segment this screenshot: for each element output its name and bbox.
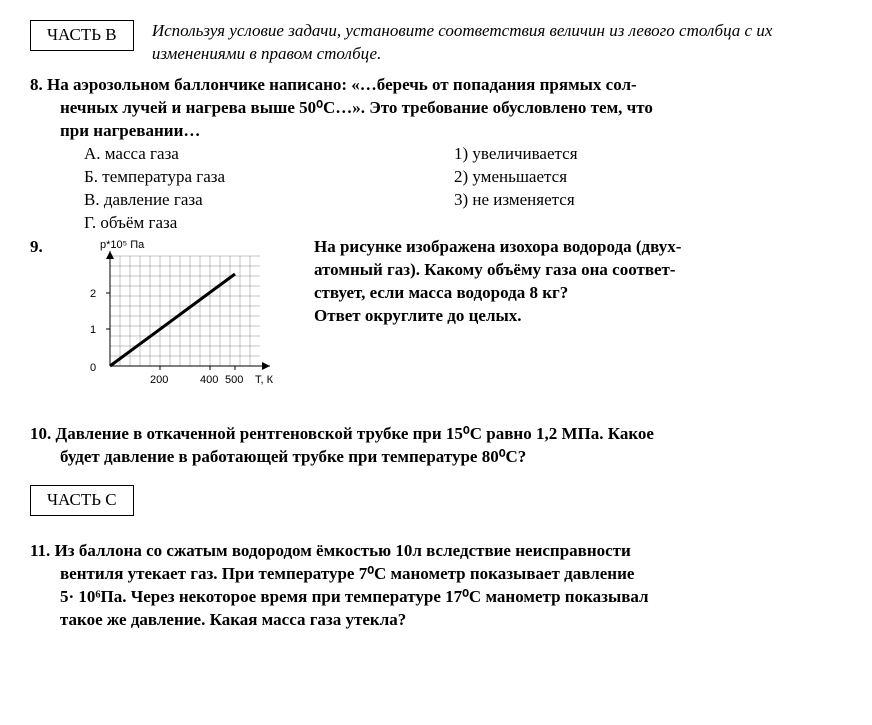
q11-line2: вентиля утекает газ. При температуре 7⁰С… xyxy=(30,563,842,586)
q11-line1: Из баллона со сжатым водородом ёмкостью … xyxy=(55,541,631,560)
q9-line3: ствует, если масса водорода 8 кг? xyxy=(314,282,842,305)
q8-line3: при нагревании… xyxy=(30,120,842,143)
q9-line2: атомный газ). Какому объёму газа она соо… xyxy=(314,259,842,282)
chart-x-label: T, К xyxy=(255,374,274,386)
part-b-label: ЧАСТЬ В xyxy=(30,20,134,51)
q8-ans-3: 3) не изменяется xyxy=(454,189,842,212)
q8-opt-c: В. давление газа xyxy=(84,189,454,212)
q10-number: 10. xyxy=(30,424,51,443)
chart-y-label: р*10⁵ Па xyxy=(100,239,145,251)
part-c-header: ЧАСТЬ С xyxy=(30,485,842,516)
y-arrow-icon xyxy=(106,251,114,259)
part-c-label: ЧАСТЬ С xyxy=(30,485,134,516)
q10-line2: будет давление в работающей трубке при т… xyxy=(30,446,842,469)
question-9: 9. р*10⁵ Па xyxy=(30,236,842,401)
q9-number: 9. xyxy=(30,236,60,259)
isochore-chart: р*10⁵ Па xyxy=(60,236,290,401)
q8-ans-2: 2) уменьшается xyxy=(454,166,842,189)
q8-ans-1: 1) увеличивается xyxy=(454,143,842,166)
q11-line4: такое же давление. Какая масса газа утек… xyxy=(30,609,842,632)
q8-left-col: А. масса газа Б. температура газа В. дав… xyxy=(30,143,454,235)
question-8: 8. На аэрозольном баллончике написано: «… xyxy=(30,74,842,143)
q8-line1: На аэрозольном баллончике написано: «…бе… xyxy=(47,75,637,94)
x-arrow-icon xyxy=(262,362,270,370)
q9-line1: На рисунке изображена изохора водорода (… xyxy=(314,236,842,259)
question-11: 11. Из баллона со сжатым водородом ёмкос… xyxy=(30,540,842,632)
q9-text: На рисунке изображена изохора водорода (… xyxy=(300,236,842,328)
x-tick-200: 200 xyxy=(150,374,168,386)
q9-line4: Ответ округлите до целых. xyxy=(314,305,842,328)
part-b-header: ЧАСТЬ В Используя условие задачи, устано… xyxy=(30,20,842,66)
q11-line3: 5· 10⁶Па. Через некоторое время при темп… xyxy=(30,586,842,609)
x-tick-400: 400 xyxy=(200,374,218,386)
q9-chart: р*10⁵ Па xyxy=(60,236,300,401)
part-b-instruction: Используя условие задачи, установите соо… xyxy=(152,20,782,66)
y-tick-1: 1 xyxy=(90,324,96,336)
q8-opt-a: А. масса газа xyxy=(84,143,454,166)
isochore-line xyxy=(110,274,235,366)
q8-line2: нечных лучей и нагрева выше 50⁰С…». Это … xyxy=(30,97,842,120)
q8-right-col: 1) увеличивается 2) уменьшается 3) не из… xyxy=(454,143,842,235)
q8-number: 8. xyxy=(30,75,43,94)
q8-opt-d: Г. объём газа xyxy=(84,212,454,235)
q11-number: 11. xyxy=(30,541,50,560)
q8-opt-b: Б. температура газа xyxy=(84,166,454,189)
x-tick-500: 500 xyxy=(225,374,243,386)
q8-columns: А. масса газа Б. температура газа В. дав… xyxy=(30,143,842,235)
question-10: 10. Давление в откаченной рентгеновской … xyxy=(30,423,842,469)
y-tick-0: 0 xyxy=(90,362,96,374)
y-tick-2: 2 xyxy=(90,288,96,300)
q10-line1: Давление в откаченной рентгеновской труб… xyxy=(56,424,654,443)
